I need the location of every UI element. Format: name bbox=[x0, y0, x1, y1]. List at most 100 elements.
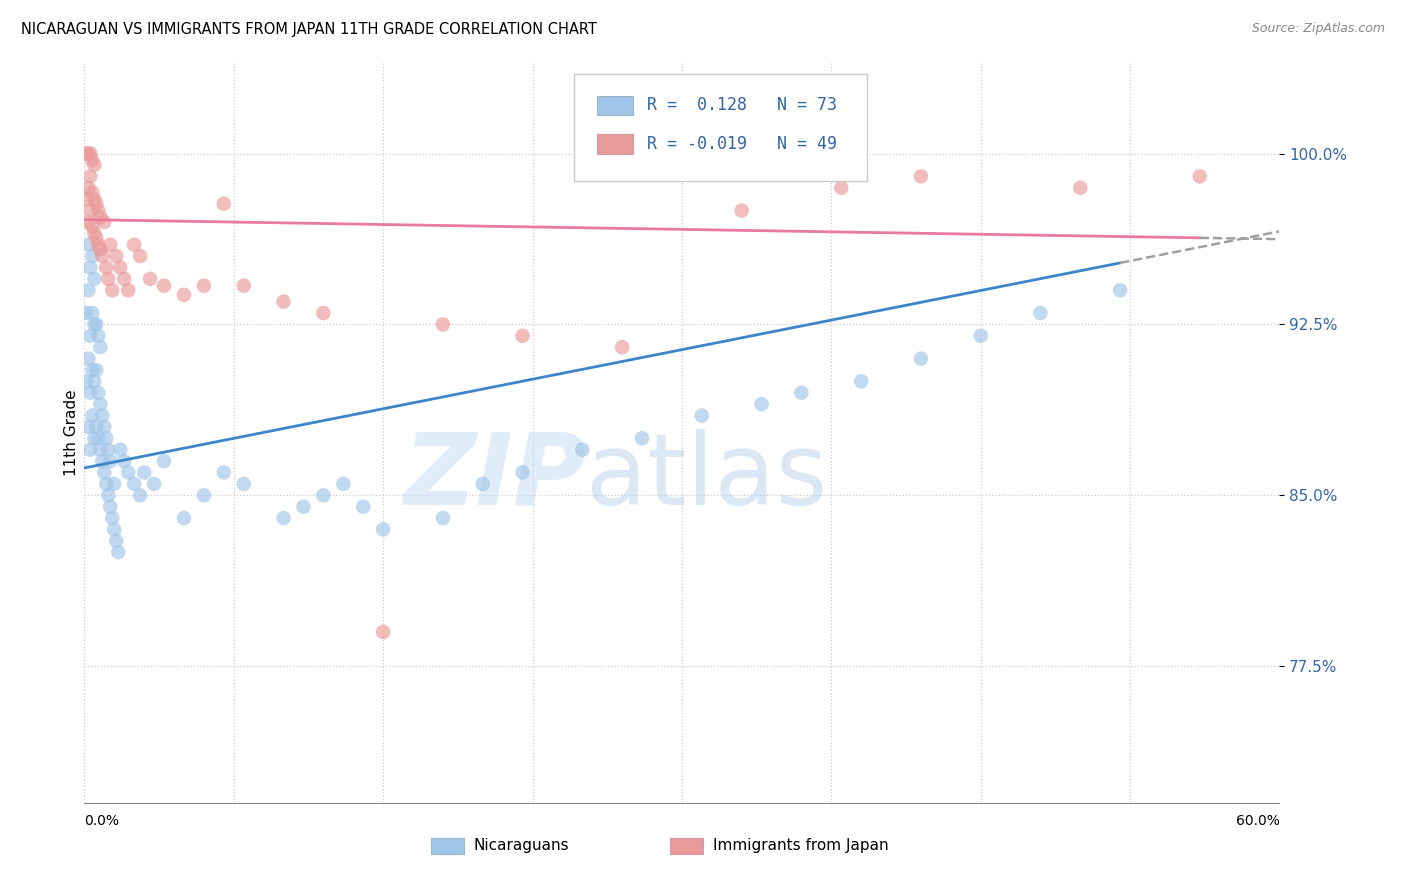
Point bbox=[77, 146, 100, 161]
Point bbox=[79, 203, 101, 218]
Point bbox=[98, 500, 121, 514]
Point bbox=[93, 215, 115, 229]
Point bbox=[97, 442, 120, 457]
Point bbox=[512, 328, 534, 343]
Point bbox=[86, 196, 108, 211]
Point bbox=[89, 397, 111, 411]
Point bbox=[122, 476, 145, 491]
Point bbox=[97, 488, 120, 502]
Point bbox=[79, 260, 101, 275]
Point bbox=[232, 278, 254, 293]
Point bbox=[103, 523, 125, 537]
Point bbox=[97, 272, 120, 286]
Point bbox=[77, 180, 100, 194]
Point bbox=[82, 153, 104, 168]
Point bbox=[292, 500, 315, 514]
FancyBboxPatch shape bbox=[575, 73, 868, 181]
Point bbox=[96, 431, 118, 445]
Bar bbox=[671, 838, 703, 854]
Point bbox=[312, 306, 335, 320]
Point bbox=[79, 146, 101, 161]
Point bbox=[82, 306, 104, 320]
Point bbox=[352, 500, 374, 514]
Point bbox=[105, 533, 128, 548]
Point bbox=[87, 431, 110, 445]
Point bbox=[87, 203, 110, 218]
Point bbox=[93, 420, 115, 434]
Point bbox=[910, 351, 932, 366]
Point bbox=[86, 318, 108, 332]
Text: atlas: atlas bbox=[586, 428, 828, 525]
Point bbox=[173, 511, 195, 525]
Text: Immigrants from Japan: Immigrants from Japan bbox=[713, 838, 889, 854]
Point bbox=[83, 158, 105, 172]
Point bbox=[173, 287, 195, 301]
Point bbox=[77, 237, 100, 252]
Y-axis label: 11th Grade: 11th Grade bbox=[63, 389, 79, 476]
Point bbox=[75, 192, 97, 206]
Point bbox=[79, 328, 101, 343]
Point bbox=[86, 231, 108, 245]
Point bbox=[105, 249, 128, 263]
Point bbox=[153, 454, 176, 468]
Point bbox=[612, 340, 634, 354]
Point bbox=[82, 186, 104, 200]
Point bbox=[83, 431, 105, 445]
Point bbox=[512, 466, 534, 480]
Point bbox=[117, 283, 139, 297]
Point bbox=[571, 442, 593, 457]
Point bbox=[112, 454, 135, 468]
Point bbox=[98, 454, 121, 468]
Point bbox=[82, 409, 104, 423]
Point bbox=[373, 624, 395, 639]
Point bbox=[132, 466, 156, 480]
Point bbox=[1029, 306, 1052, 320]
Point bbox=[110, 260, 132, 275]
Point bbox=[1188, 169, 1211, 184]
Point bbox=[631, 431, 654, 445]
Point bbox=[751, 397, 773, 411]
Point bbox=[790, 385, 813, 400]
Point bbox=[101, 511, 124, 525]
Point bbox=[143, 476, 166, 491]
Bar bbox=[432, 838, 464, 854]
Point bbox=[139, 272, 162, 286]
Bar bbox=[598, 95, 633, 115]
Point bbox=[153, 278, 176, 293]
Point bbox=[332, 476, 354, 491]
Point bbox=[87, 328, 110, 343]
Point bbox=[193, 488, 215, 502]
Point bbox=[1069, 180, 1091, 194]
Point bbox=[830, 180, 852, 194]
Text: NICARAGUAN VS IMMIGRANTS FROM JAPAN 11TH GRADE CORRELATION CHART: NICARAGUAN VS IMMIGRANTS FROM JAPAN 11TH… bbox=[21, 22, 598, 37]
Point bbox=[432, 318, 454, 332]
Point bbox=[122, 237, 145, 252]
Point bbox=[471, 476, 494, 491]
Text: Nicaraguans: Nicaraguans bbox=[474, 838, 569, 854]
Point bbox=[75, 375, 97, 389]
Point bbox=[83, 375, 105, 389]
Bar bbox=[598, 135, 633, 153]
Point bbox=[107, 545, 129, 559]
Text: 0.0%: 0.0% bbox=[84, 814, 120, 828]
Point bbox=[91, 454, 114, 468]
Point bbox=[87, 237, 110, 252]
Point bbox=[731, 203, 754, 218]
Point bbox=[82, 363, 104, 377]
Point bbox=[212, 196, 235, 211]
Point bbox=[83, 227, 105, 241]
Point bbox=[86, 363, 108, 377]
Point bbox=[690, 409, 713, 423]
Point bbox=[129, 488, 152, 502]
Point bbox=[910, 169, 932, 184]
Point bbox=[373, 523, 395, 537]
Point bbox=[77, 420, 100, 434]
Point bbox=[193, 278, 215, 293]
Point bbox=[89, 211, 111, 225]
Point bbox=[1109, 283, 1132, 297]
Point bbox=[93, 466, 115, 480]
Point bbox=[89, 242, 111, 256]
Point bbox=[273, 294, 295, 309]
Point bbox=[212, 466, 235, 480]
Point bbox=[117, 466, 139, 480]
